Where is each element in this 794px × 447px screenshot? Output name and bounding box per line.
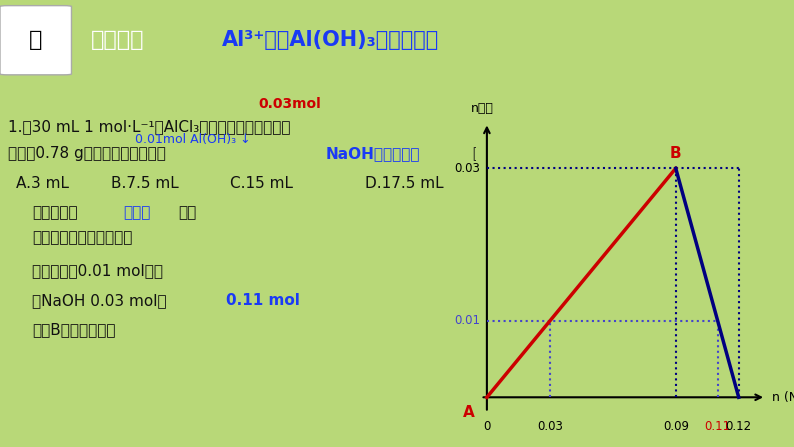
Text: 把该题的信息转化为图像: 把该题的信息转化为图像 [32,231,132,245]
Text: 0.11 mol: 0.11 mol [226,293,300,308]
Text: D.17.5 mL: D.17.5 mL [365,176,444,190]
Text: 0.12: 0.12 [726,420,752,433]
Text: C.15 mL: C.15 mL [230,176,293,190]
Text: A.3 mL: A.3 mL [16,176,69,190]
Text: 0.03mol: 0.03mol [258,97,322,111]
Text: 需NaOH 0.03 mol或: 需NaOH 0.03 mol或 [32,293,167,308]
Text: 的NaOH溶液，: 的NaOH溶液， [584,119,665,134]
Text: 0.03: 0.03 [537,420,563,433]
Text: 4 mol·L⁻¹: 4 mol·L⁻¹ [512,119,589,134]
Text: B.7.5 mL: B.7.5 mL [111,176,179,190]
Text: 1.向30 mL 1 mol·L⁻¹的AlCl₃溶液中逐渐加入浓度为: 1.向30 mL 1 mol·L⁻¹的AlCl₃溶液中逐渐加入浓度为 [8,119,291,134]
Text: ）: ） [560,146,569,161]
Text: 0.03: 0.03 [455,162,480,175]
Text: 🔬: 🔬 [29,30,42,50]
Text: 可能为（: 可能为（ [472,146,509,161]
Text: 显然B项符合题意。: 显然B项符合题意。 [32,322,115,337]
Text: n沉淥: n沉淥 [472,102,494,115]
Text: NaOH溶液的体积: NaOH溶液的体积 [326,146,420,161]
Text: n (NaOH): n (NaOH) [773,391,794,404]
Text: A: A [463,405,474,420]
Text: 解法二：用: 解法二：用 [32,205,77,220]
Text: Al³⁺形成Al(OH)₃的简单计算: Al³⁺形成Al(OH)₃的简单计算 [222,30,440,50]
Text: 若产生0.78 g白色沉淀，则加入的: 若产生0.78 g白色沉淀，则加入的 [8,146,166,161]
Text: B: B [544,144,561,164]
Text: 0: 0 [484,420,491,433]
Text: B: B [670,146,681,161]
Text: 图像法: 图像法 [123,205,150,220]
Text: 0.01: 0.01 [455,315,480,328]
Text: 尝试应用: 尝试应用 [91,30,145,50]
Text: 0.09: 0.09 [663,420,688,433]
Text: 求解: 求解 [179,205,197,220]
Text: 0.01mol Al(OH)₃ ↓: 0.01mol Al(OH)₃ ↓ [135,133,251,146]
Text: 当生成沉淀0.01 mol时，: 当生成沉淀0.01 mol时， [32,264,163,278]
FancyBboxPatch shape [0,6,71,75]
Text: 0.11: 0.11 [704,420,730,433]
